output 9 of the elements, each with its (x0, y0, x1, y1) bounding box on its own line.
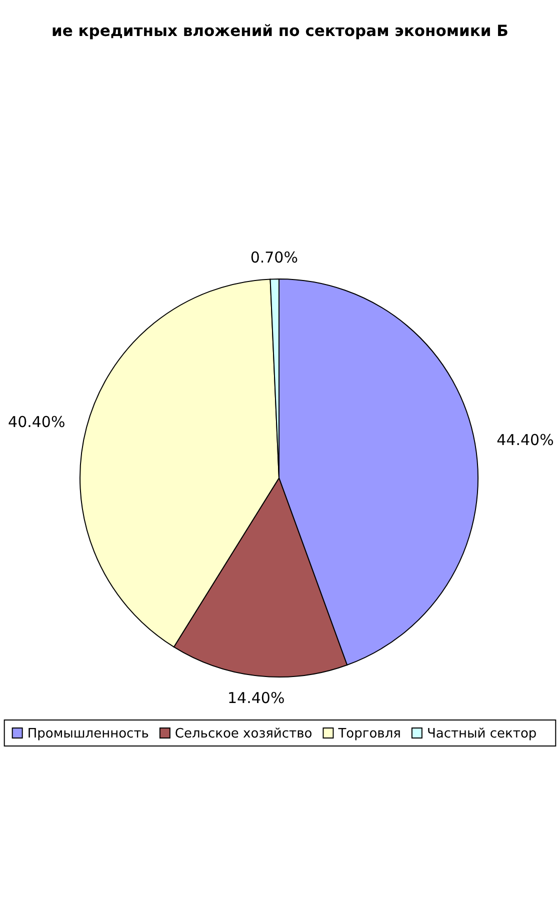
chart-title: ие кредитных вложений по секторам экономики Б (51, 22, 509, 40)
data-label: 44.40% (496, 430, 554, 449)
data-label: 14.40% (228, 689, 285, 708)
legend-label: Промышленность (27, 726, 149, 742)
legend-label: Частный сектор (426, 726, 537, 742)
legend-label: Торговля (337, 726, 401, 742)
data-label: 0.70% (250, 248, 298, 266)
legend-label: Сельское хозяйство (174, 726, 312, 742)
data-label: 40.40% (8, 413, 66, 432)
